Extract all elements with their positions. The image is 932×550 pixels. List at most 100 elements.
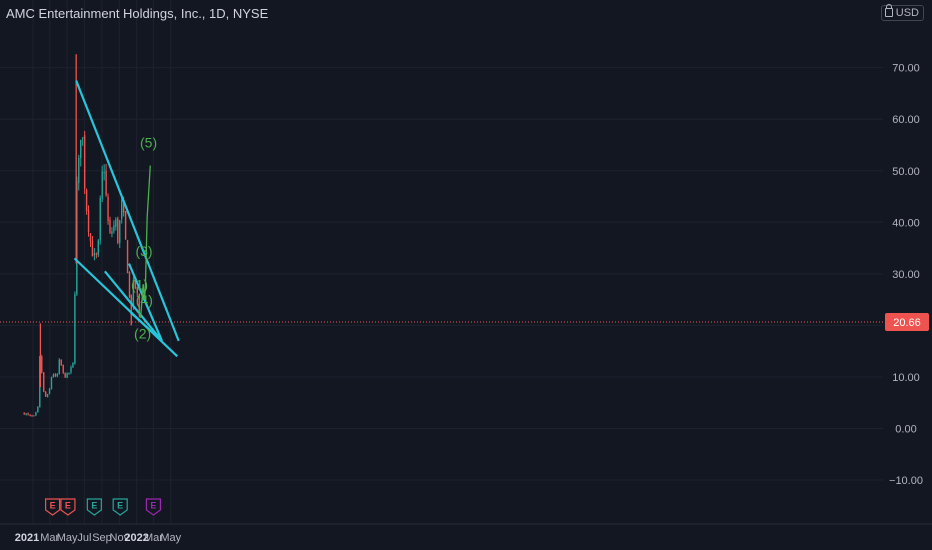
candle-body <box>25 413 27 415</box>
wave-label: (3) <box>135 243 152 259</box>
candle-body <box>64 372 66 378</box>
candle-body <box>120 199 123 219</box>
grid-lines <box>0 0 932 525</box>
y-tick-label: 30.00 <box>892 269 920 281</box>
earnings-marker[interactable]: E <box>44 498 61 516</box>
candle-body <box>113 225 115 232</box>
candle-body <box>124 211 127 240</box>
wave-label: (1) <box>131 276 148 292</box>
candle-body <box>37 406 39 413</box>
candle-body <box>117 218 119 243</box>
y-tick-label: 60.00 <box>892 114 920 126</box>
y-tick-label: 40.00 <box>892 217 920 229</box>
x-tick-label: May <box>160 532 181 544</box>
candle-body <box>60 359 62 366</box>
wave-label: (4) <box>136 292 153 308</box>
y-tick-label: −10.00 <box>889 475 923 487</box>
candle-body <box>31 415 33 417</box>
candle-body <box>105 170 107 196</box>
trendline-drawings[interactable] <box>73 80 180 358</box>
candle-body <box>41 356 43 373</box>
candle-body <box>76 181 78 295</box>
candle-body <box>87 209 90 233</box>
trendline-2[interactable] <box>73 257 179 358</box>
candle-body <box>109 219 111 233</box>
candle-body <box>66 373 68 378</box>
candle-body <box>62 364 64 373</box>
candle-body <box>68 372 70 374</box>
wave-label: (5) <box>140 135 157 151</box>
candle-body <box>46 394 49 397</box>
wave-projection-line[interactable] <box>138 165 151 318</box>
candle-body <box>54 374 57 377</box>
candle-body <box>128 272 131 298</box>
earnings-badge-icon <box>112 498 128 516</box>
earnings-badge-icon <box>44 498 61 516</box>
y-tick-label: 70.00 <box>892 63 920 75</box>
candle-body <box>78 157 80 184</box>
candle-body <box>119 220 121 244</box>
candle-body <box>72 362 74 368</box>
candle-body <box>27 413 29 415</box>
lock-icon <box>884 4 893 17</box>
earnings-marker[interactable]: E <box>112 498 128 516</box>
candle-body <box>35 412 37 416</box>
price-axis[interactable]: 70.0060.0050.0040.0030.0020.0010.000.00−… <box>889 63 923 487</box>
candle-body <box>91 240 94 257</box>
earnings-letter: E <box>91 501 97 511</box>
y-tick-label: 10.00 <box>892 372 920 384</box>
candle-body <box>70 367 72 373</box>
earnings-marker[interactable]: E <box>86 498 102 516</box>
candle-body <box>85 189 88 211</box>
candle-body <box>103 172 105 174</box>
candle-body <box>52 374 55 378</box>
wave-labels: (5) (3) (1)(4) (2) <box>131 135 157 342</box>
candle-body <box>50 377 53 389</box>
candle-body <box>122 201 125 213</box>
candle-body <box>107 196 109 222</box>
trendline-5[interactable] <box>129 311 163 342</box>
candle-body <box>132 279 135 307</box>
x-tick-label: Nov <box>110 532 130 544</box>
earnings-badge-icon <box>86 498 102 516</box>
candle-body <box>81 137 84 139</box>
trendline-4[interactable] <box>127 263 163 342</box>
candle-body <box>138 293 140 316</box>
candle-body <box>126 240 129 274</box>
earnings-letter: E <box>65 501 71 511</box>
currency-button[interactable]: USD <box>880 4 924 21</box>
candle-body <box>99 197 101 241</box>
candle-body <box>134 280 137 289</box>
candle-body <box>74 294 76 364</box>
y-tick-label: 0.00 <box>895 424 916 436</box>
last-price-badge-bg <box>885 312 929 331</box>
earnings-marker[interactable]: E <box>145 498 162 516</box>
candle-body <box>83 135 86 189</box>
candle-body <box>23 412 25 415</box>
trendline-3[interactable] <box>104 270 163 342</box>
x-tick-label: Jul <box>77 532 91 544</box>
currency-label: USD <box>895 7 919 19</box>
last-price-badge: 20.66 <box>885 312 929 331</box>
candle-body <box>101 171 103 199</box>
candle-body <box>115 219 117 227</box>
earnings-letter: E <box>50 501 56 511</box>
x-tick-label: 2021 <box>15 532 39 544</box>
y-tick-label: 50.00 <box>892 166 920 178</box>
candle-body <box>93 253 96 256</box>
earnings-letter: E <box>150 501 156 511</box>
trendline-1[interactable] <box>75 80 180 342</box>
candle-body <box>58 359 60 375</box>
earnings-badge-icon <box>145 498 162 516</box>
candle-body <box>44 391 47 397</box>
x-tick-label: Mar <box>40 532 59 544</box>
earnings-badge-icon <box>60 498 76 516</box>
candle-body <box>48 388 51 395</box>
earnings-marker[interactable]: E <box>60 498 76 516</box>
candle-body <box>42 372 45 392</box>
candle-body <box>33 415 35 417</box>
chart-title: AMC Entertainment Holdings, Inc., 1D, NY… <box>6 6 269 21</box>
